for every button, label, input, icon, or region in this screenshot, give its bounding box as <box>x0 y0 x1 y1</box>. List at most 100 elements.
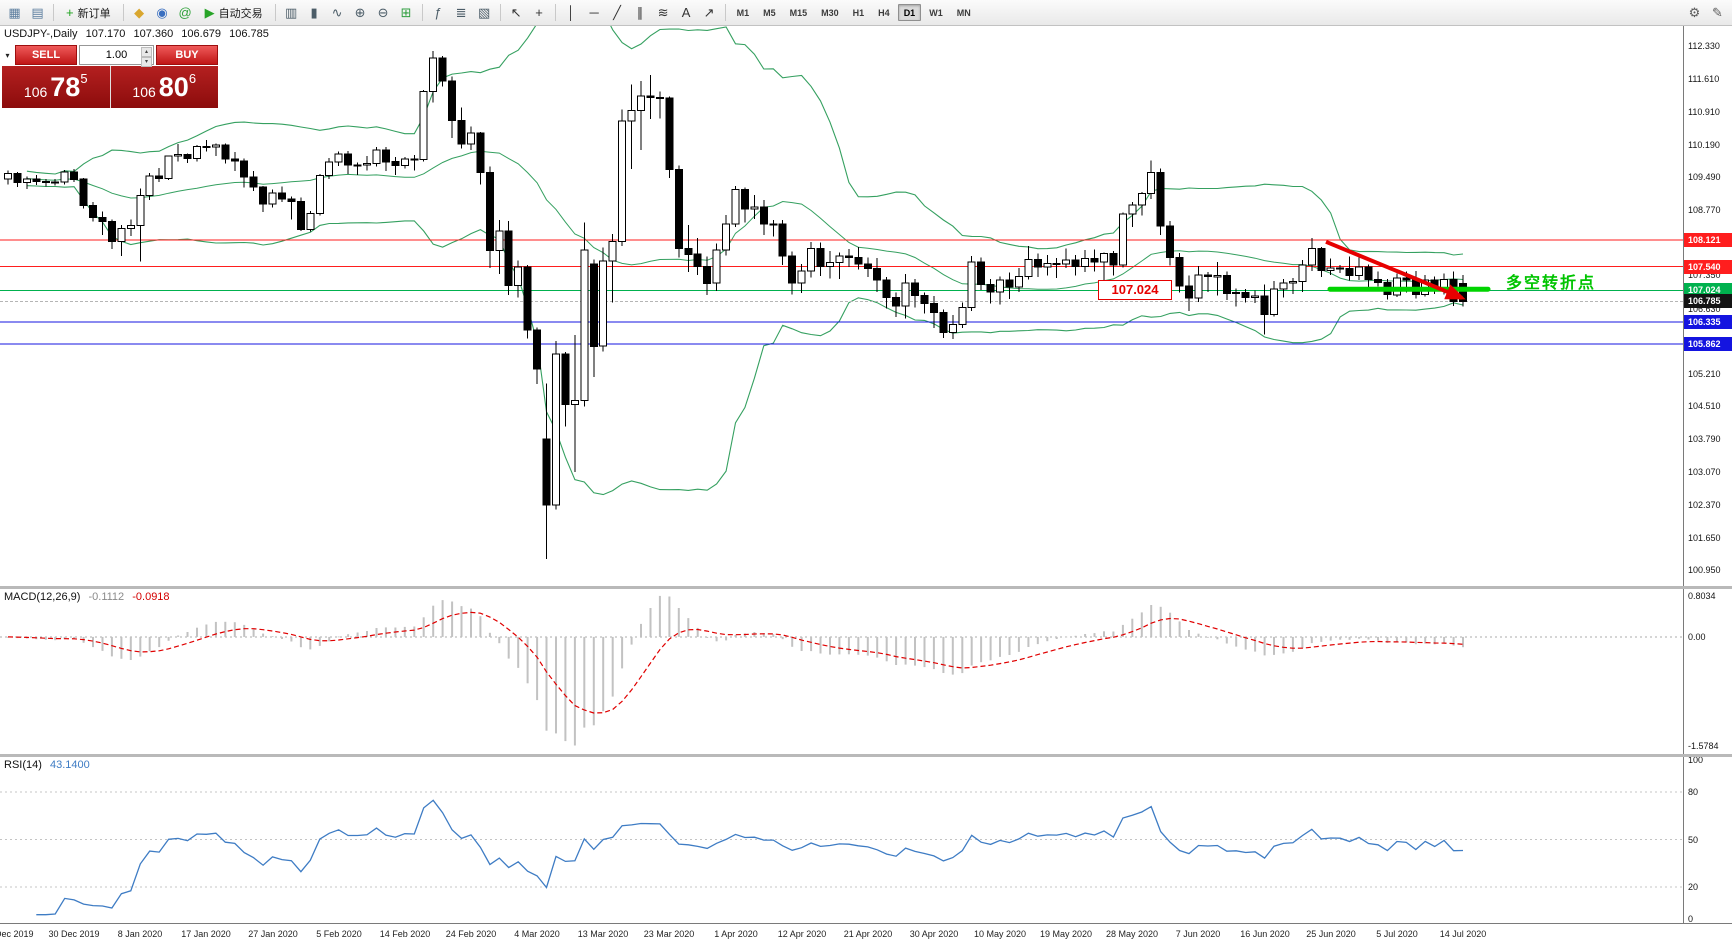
volume-increase-icon[interactable]: ▴ <box>141 47 152 57</box>
price-callout-box[interactable]: 107.024 <box>1098 280 1172 300</box>
zoom-out-button[interactable]: ⊖ <box>372 2 395 24</box>
toolbar: ▦ ▤ + 新订单 ◆ ◉ @ ▶ 自动交易 ▥ ▮ ∿ ⊕ ⊖ ⊞ ƒ ≣ ▧ ↖ + │ ─ ╱ ∥ ≋ A ↗ M1 M5 M15 M… <box>0 0 1732 26</box>
bar-chart-button[interactable]: ▥ <box>280 2 303 24</box>
toolbar-separator <box>53 4 54 21</box>
text-label-button[interactable]: A <box>675 2 698 24</box>
price-tick-label: 111.610 <box>1688 74 1720 84</box>
rsi-canvas[interactable] <box>0 757 1683 923</box>
toolbar-separator <box>274 4 276 21</box>
volume-input[interactable]: 1.00 ▴ ▾ <box>79 45 154 67</box>
autotrading-button[interactable]: ▶ 自动交易 <box>197 2 271 24</box>
price-tick-label: 102.370 <box>1688 500 1721 510</box>
cursor-button[interactable]: ↖ <box>505 2 528 24</box>
rsi-name: RSI(14) <box>4 759 42 771</box>
tile-windows-button[interactable]: ⊞ <box>395 2 418 24</box>
downtrend-arrow[interactable] <box>1325 239 1466 300</box>
ask-figure: 106 <box>132 84 156 100</box>
zoom-in-button[interactable]: ⊕ <box>349 2 372 24</box>
high-value: 107.360 <box>133 28 174 40</box>
open-value: 107.170 <box>85 28 126 40</box>
buy-button[interactable]: BUY <box>156 45 218 65</box>
new-chart-button[interactable]: ▦ <box>3 2 26 24</box>
main-chart-pane[interactable]: USDJPY-,Daily 107.170 107.360 106.679 10… <box>0 26 1683 586</box>
timeframe-d1-button[interactable]: D1 <box>897 4 922 21</box>
timeframe-h1-button[interactable]: H1 <box>852 7 865 18</box>
chart-ohlc-info: USDJPY-,Daily 107.170 107.360 106.679 10… <box>4 28 274 40</box>
macd-canvas[interactable] <box>0 589 1683 754</box>
channel-button[interactable]: ∥ <box>629 2 652 24</box>
main-chart-canvas[interactable] <box>0 26 1683 586</box>
volume-decrease-icon[interactable]: ▾ <box>141 57 152 67</box>
pane-separator[interactable] <box>0 586 1732 589</box>
ask-pips: 80 <box>158 71 189 102</box>
timeframe-m5-button[interactable]: M5 <box>763 7 776 18</box>
vertical-line-button[interactable]: │ <box>560 2 583 24</box>
arrow-objects-button[interactable]: ↗ <box>698 2 721 24</box>
toolbar-separator <box>421 4 423 21</box>
macd-signal-value: -0.0918 <box>132 591 170 603</box>
macd-histogram <box>7 595 1464 746</box>
time-tick-label: 17 Jan 2020 <box>181 929 231 939</box>
macd-signal-line <box>7 611 1464 714</box>
line-chart-button[interactable]: ∿ <box>326 2 349 24</box>
macd-tick-label: 0.8034 <box>1688 591 1716 601</box>
time-tick-label: 14 Feb 2020 <box>379 929 431 939</box>
symbol-period-label: USDJPY-,Daily <box>4 28 78 40</box>
pane-separator[interactable] <box>0 754 1732 757</box>
sell-price-button[interactable]: 106 78 5 <box>2 66 110 108</box>
period-list-icon: ≣ <box>455 5 467 20</box>
trendline-button[interactable]: ╱ <box>606 2 629 24</box>
history-center-button[interactable]: ◉ <box>151 2 174 24</box>
metaeditor-icon: ◆ <box>134 5 145 20</box>
candlestick-chart-icon: ▮ <box>310 5 318 20</box>
price-tick-label: 110.910 <box>1688 107 1720 117</box>
ask-point: 6 <box>188 71 197 86</box>
mql5-community-button[interactable]: @ <box>174 2 197 24</box>
price-tick-label: 103.790 <box>1688 434 1721 444</box>
timeframe-m15-button[interactable]: M15 <box>789 7 808 18</box>
toolbar-separator <box>499 4 501 21</box>
chart-settings-button[interactable]: ⚙ <box>1683 2 1706 24</box>
macd-pane[interactable]: MACD(12,26,9) -0.1112 -0.0918 <box>0 589 1683 754</box>
crosshair-button[interactable]: + <box>528 2 551 24</box>
new-order-button-label: 新订单 <box>77 7 111 20</box>
horizontal-line-button[interactable]: ─ <box>583 2 606 24</box>
sell-button[interactable]: SELL <box>15 45 77 65</box>
templates-button[interactable]: ▧ <box>473 2 496 24</box>
new-order-button[interactable]: + 新订单 <box>58 2 119 24</box>
tile-windows-icon: ⊞ <box>400 5 412 20</box>
candlestick-chart-button[interactable]: ▮ <box>303 2 326 24</box>
time-tick-label: 5 Jul 2020 <box>1376 929 1418 939</box>
time-axis[interactable]: 20 Dec 2019 30 Dec 2019 8 Jan 2020 17 Jan 2… <box>0 923 1732 945</box>
price-tick-label: 105.210 <box>1688 369 1721 379</box>
gear-icon: ⚙ <box>1688 5 1701 20</box>
fibonacci-button[interactable]: ≋ <box>652 2 675 24</box>
low-value: 106.679 <box>181 28 222 40</box>
buy-price-button[interactable]: 106 80 6 <box>110 66 218 108</box>
turning-point-label[interactable]: 多空转折点 <box>1506 275 1597 292</box>
timeframe-m30-button[interactable]: M30 <box>821 7 839 18</box>
metaeditor-button[interactable]: ◆ <box>128 2 151 24</box>
one-click-trading-panel: ▾ SELL 1.00 ▴ ▾ BUY 106 78 5 106 80 6 <box>2 45 218 108</box>
timeframe-mn-button[interactable]: MN <box>956 7 971 18</box>
horizontal-line-icon: ─ <box>589 5 599 20</box>
trade-panel-collapse-icon[interactable]: ▾ <box>5 50 10 60</box>
timeframe-h4-button[interactable]: H4 <box>878 7 890 18</box>
price-tick-label: 100.950 <box>1688 565 1721 575</box>
rsi-pane[interactable]: RSI(14) 43.1400 <box>0 757 1683 923</box>
price-level-badge: 107.024 <box>1684 283 1732 297</box>
timeframe-w1-button[interactable]: W1 <box>929 7 943 18</box>
chart-profiles-button[interactable]: ▤ <box>26 2 49 24</box>
time-tick-label: 8 Jan 2020 <box>117 929 163 939</box>
price-axis[interactable]: 112.330 111.610 110.910 110.190 109.490 108.7… <box>1683 26 1732 945</box>
toolbar-separator <box>724 4 726 21</box>
indicators-button[interactable]: ƒ <box>427 2 450 24</box>
quick-edit-button[interactable]: ✎ <box>1706 2 1729 24</box>
toolbar-separator <box>122 4 124 21</box>
bollinger-lower-band <box>26 185 1464 496</box>
time-tick-label: 25 Jun 2020 <box>1306 929 1356 939</box>
rsi-tick-label: 100 <box>1688 755 1704 765</box>
timeframe-m1-button[interactable]: M1 <box>736 7 750 18</box>
macd-tick-label: 0.00 <box>1688 632 1706 642</box>
period-list-button[interactable]: ≣ <box>450 2 473 24</box>
